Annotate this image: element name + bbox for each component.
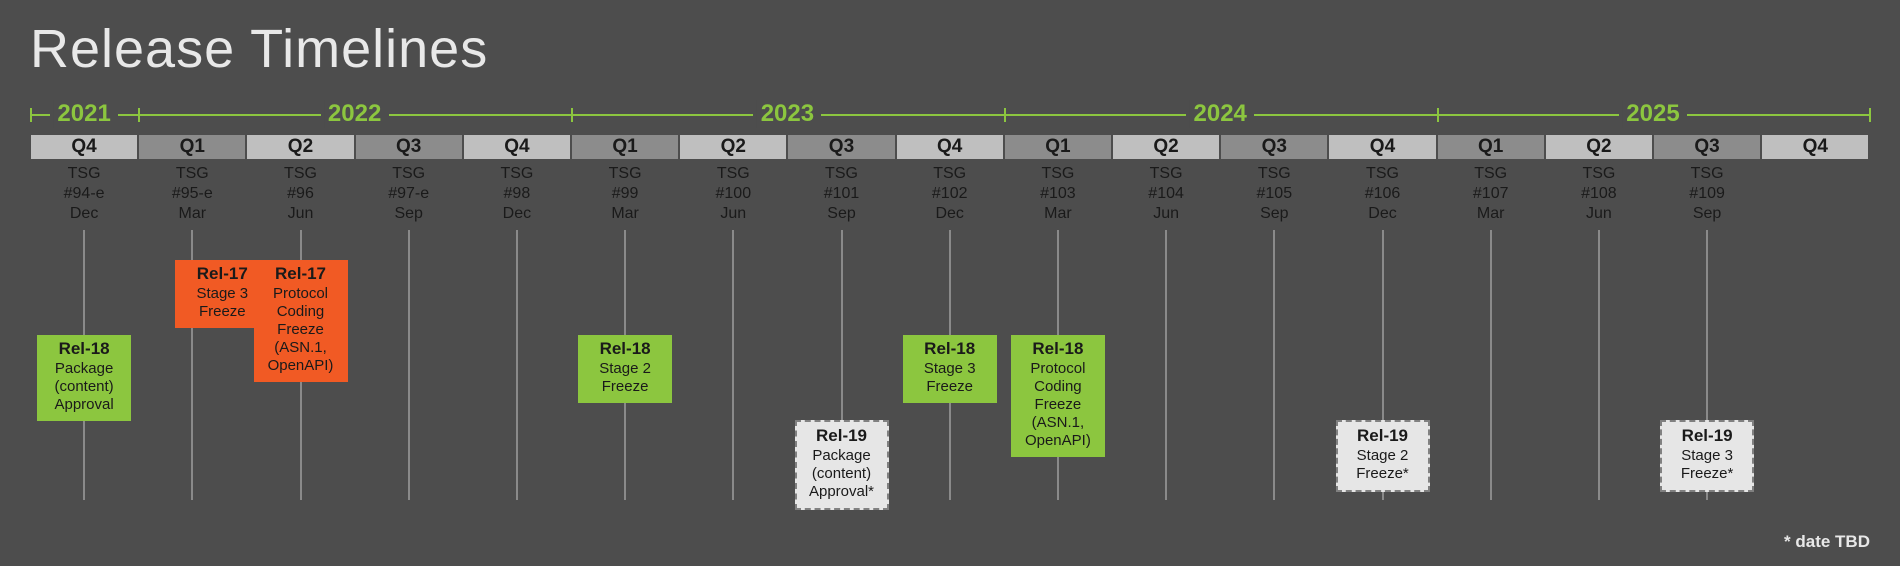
milestone-title: Rel-18 [584, 340, 666, 358]
milestone-title: Rel-18 [909, 340, 991, 358]
milestone-title: Rel-18 [43, 340, 125, 358]
tsg-label: TSG#101Sep [802, 164, 882, 224]
milestone-box: Rel-19 Stage 2 Freeze* [1336, 420, 1430, 492]
milestone-body: Protocol Coding Freeze (ASN.1, OpenAPI) [268, 285, 334, 374]
tsg-label: TSG#100Jun [693, 164, 773, 224]
tsg-label: TSG#109Sep [1667, 164, 1747, 224]
milestone-box: Rel-18 Protocol Coding Freeze (ASN.1, Ope… [1011, 335, 1105, 457]
quarter-cell: Q1 [571, 134, 679, 160]
milestone-body: Package (content) Approval [54, 360, 113, 413]
milestone-box: Rel-19 Package (content) Approval* [795, 420, 889, 510]
meeting-vline [1166, 230, 1167, 500]
quarter-cell: Q1 [1437, 134, 1545, 160]
quarter-cell: Q2 [679, 134, 787, 160]
milestone-title: Rel-19 [1668, 427, 1746, 445]
tsg-label: TSG#105Sep [1234, 164, 1314, 224]
milestone-box: Rel-19 Stage 3 Freeze* [1660, 420, 1754, 492]
tsg-label: TSG#104Jun [1126, 164, 1206, 224]
footnote: * date TBD [1784, 532, 1870, 552]
tsg-label: TSG#96Jun [261, 164, 341, 224]
milestone-body: Stage 3 Freeze* [1681, 447, 1734, 482]
quarter-cell: Q4 [1761, 134, 1869, 160]
tsg-label: TSG#95-eMar [152, 164, 232, 224]
milestone-title: Rel-19 [1344, 427, 1422, 445]
milestone-title: Rel-17 [181, 265, 263, 283]
quarter-cell: Q3 [1653, 134, 1761, 160]
tsg-label: TSG#98Dec [477, 164, 557, 224]
milestone-box: Rel-18 Package (content) Approval [37, 335, 131, 421]
quarter-cell: Q4 [896, 134, 1004, 160]
year-label: 2025 [1622, 100, 1683, 128]
quarter-cell: Q4 [463, 134, 571, 160]
milestone-body: Stage 3 Freeze [196, 285, 248, 320]
milestone-title: Rel-19 [803, 427, 881, 445]
milestone-body: Package (content) Approval* [809, 447, 874, 500]
page-title: Release Timelines [30, 18, 488, 80]
quarter-cell: Q4 [1328, 134, 1436, 160]
tsg-label: TSG#107Mar [1451, 164, 1531, 224]
milestone-box: Rel-18 Stage 2 Freeze [578, 335, 672, 403]
milestone-box: Rel-17 Protocol Coding Freeze (ASN.1, Ope… [254, 260, 348, 382]
tsg-label: TSG#94-eDec [44, 164, 124, 224]
year-label: 2022 [324, 100, 385, 128]
milestone-box: Rel-18 Stage 3 Freeze [903, 335, 997, 403]
milestone-title: Rel-17 [260, 265, 342, 283]
milestone-body: Stage 2 Freeze [599, 360, 651, 395]
quarter-cell: Q2 [246, 134, 354, 160]
milestone-body: Stage 2 Freeze* [1356, 447, 1409, 482]
meeting-vline [733, 230, 734, 500]
meeting-vline [408, 230, 409, 500]
meeting-vline [516, 230, 517, 500]
tsg-label: TSG#97-eSep [369, 164, 449, 224]
tsg-label: TSG#106Dec [1343, 164, 1423, 224]
quarter-cell: Q1 [138, 134, 246, 160]
quarter-cell: Q2 [1545, 134, 1653, 160]
milestone-body: Protocol Coding Freeze (ASN.1, OpenAPI) [1025, 360, 1091, 449]
year-label: 2024 [1189, 100, 1250, 128]
tsg-label: TSG#99Mar [585, 164, 665, 224]
tsg-label: TSG#108Jun [1559, 164, 1639, 224]
quarter-cell: Q4 [30, 134, 138, 160]
year-label: 2021 [53, 100, 114, 128]
year-label: 2023 [757, 100, 818, 128]
quarter-cell: Q3 [355, 134, 463, 160]
timeline-chart: 20212022202320242025 Q4Q1Q2Q3Q4Q1Q2Q3Q4Q… [30, 100, 1870, 540]
tsg-label: TSG#102Dec [910, 164, 990, 224]
meeting-vline [1490, 230, 1491, 500]
quarter-cell: Q1 [1004, 134, 1112, 160]
meeting-vline [1274, 230, 1275, 500]
tsg-label: TSG#103Mar [1018, 164, 1098, 224]
milestone-title: Rel-18 [1017, 340, 1099, 358]
quarter-cell: Q2 [1112, 134, 1220, 160]
milestone-body: Stage 3 Freeze [924, 360, 976, 395]
meeting-vline [1598, 230, 1599, 500]
quarter-cell: Q3 [787, 134, 895, 160]
quarter-cell: Q3 [1220, 134, 1328, 160]
